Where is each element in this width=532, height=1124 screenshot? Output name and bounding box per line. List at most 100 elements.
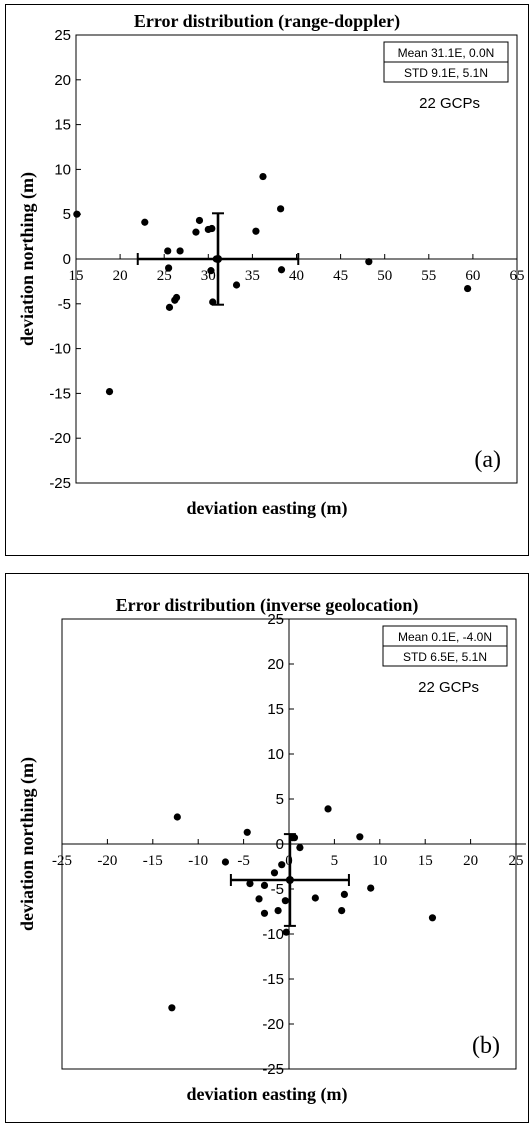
data-point: [290, 834, 299, 842]
data-point: [221, 858, 230, 866]
data-point: [274, 907, 282, 915]
data-point: [338, 907, 346, 915]
stats-std-text: STD 9.1E, 5.1N: [404, 66, 488, 80]
chart-title: Error distribution (range-doppler): [134, 11, 400, 32]
data-point: [192, 228, 200, 236]
y-tick-label: 25: [267, 611, 284, 628]
x-tick-label: 10: [372, 853, 387, 869]
y-tick-label: 0: [63, 251, 71, 268]
chart-panel-range-doppler: Error distribution (range-doppler) 25 20 15…: [5, 4, 529, 556]
stats-mean-text: Mean 31.1E, 0.0N: [398, 46, 495, 60]
gcp-count-label: 22 GCPs: [418, 679, 479, 696]
data-point: [367, 884, 375, 892]
data-point: [260, 909, 269, 917]
y-tick-label: 10: [267, 746, 284, 763]
data-point: [277, 205, 285, 213]
y-tick-label: 10: [54, 161, 71, 178]
mean-point: [285, 876, 294, 884]
x-tick-label: 45: [333, 268, 348, 284]
data-point: [281, 897, 289, 905]
data-point: [246, 880, 254, 888]
data-point: [207, 267, 215, 275]
panel-label: (a): [474, 447, 501, 473]
gcp-count-label: 22 GCPs: [419, 95, 480, 112]
x-tick-label: -15: [143, 853, 163, 869]
data-point: [243, 828, 251, 836]
data-point: [173, 813, 181, 821]
y-tick-label: -5: [271, 881, 284, 898]
data-point: [168, 1004, 176, 1012]
data-point: [356, 833, 364, 841]
data-point: [105, 388, 114, 396]
data-point: [428, 914, 437, 922]
data-point: [176, 247, 184, 255]
chart-panel-inverse-geolocation: Error distribution (inverse geolocation)…: [5, 573, 529, 1123]
y-tick-label: 20: [54, 72, 71, 89]
stats-mean-text: Mean 0.1E, -4.0N: [398, 630, 492, 644]
data-point: [365, 258, 373, 266]
y-tick-label: -5: [58, 296, 71, 313]
x-tick-label: -25: [52, 853, 72, 869]
data-point: [311, 894, 319, 902]
data-point: [278, 861, 286, 869]
y-tick-label: -25: [262, 1061, 284, 1078]
data-point: [164, 247, 172, 255]
y-tick-label: -15: [49, 385, 71, 402]
data-point: [252, 227, 260, 235]
x-tick-label: -5: [237, 853, 250, 869]
data-point: [165, 264, 173, 272]
x-tick-label: 55: [421, 268, 436, 284]
x-tick-label: 50: [377, 268, 392, 284]
y-tick-label: 15: [54, 117, 71, 134]
data-point: [195, 216, 204, 225]
data-point: [172, 293, 181, 302]
chart-inverse-geolocation: Error distribution (inverse geolocation)…: [17, 595, 526, 1105]
x-axis-title: deviation easting (m): [187, 498, 348, 519]
y-tick-label: -15: [262, 971, 284, 988]
x-tick-label: 25: [509, 853, 524, 869]
data-point: [208, 224, 216, 233]
data-point: [255, 895, 263, 903]
x-tick-label: 25: [157, 268, 172, 284]
y-tick-label: -20: [262, 1016, 284, 1033]
x-tick-label: 60: [465, 268, 480, 284]
y-tick-label: 25: [54, 27, 71, 44]
data-point: [165, 303, 174, 311]
data-point: [260, 881, 269, 889]
x-tick-label: 20: [463, 853, 478, 869]
data-point: [282, 928, 290, 936]
x-axis-title: deviation easting (m): [187, 1084, 348, 1105]
x-tick-label: 15: [418, 853, 433, 869]
data-point: [141, 218, 149, 226]
stats-std-text: STD 6.5E, 5.1N: [403, 650, 487, 664]
y-tick-label: 20: [267, 656, 284, 673]
y-tick-label: -20: [49, 430, 71, 447]
data-point: [232, 281, 241, 289]
x-tick-label: -10: [188, 853, 208, 869]
data-point: [73, 210, 81, 218]
data-point: [340, 890, 348, 898]
x-tick-label: 15: [69, 268, 84, 284]
x-tick-label: 35: [245, 268, 260, 284]
y-tick-label: 5: [276, 791, 284, 808]
y-tick-label: 15: [267, 701, 284, 718]
x-tick-label: 5: [331, 853, 339, 869]
y-tick-label: -10: [262, 926, 284, 943]
data-point: [324, 805, 332, 813]
y-tick-label: -10: [49, 341, 71, 358]
y-tick-label: 0: [276, 836, 284, 853]
panel-label: (b): [472, 1033, 500, 1059]
y-tick-label: -25: [49, 475, 71, 492]
y-tick-label: 5: [63, 206, 71, 223]
data-point: [296, 844, 304, 852]
x-tick-label: 65: [510, 268, 525, 284]
x-tick-label: 20: [113, 268, 128, 284]
x-tick-label: 40: [289, 268, 304, 284]
mean-point: [214, 255, 223, 263]
data-point: [259, 172, 267, 181]
data-point: [277, 266, 286, 274]
chart-title: Error distribution (inverse geolocation): [116, 595, 419, 616]
chart-range-doppler: Error distribution (range-doppler) 25 20 15…: [17, 11, 525, 519]
y-axis-title: deviation northing (m): [17, 172, 38, 346]
x-tick-label: -20: [97, 853, 117, 869]
